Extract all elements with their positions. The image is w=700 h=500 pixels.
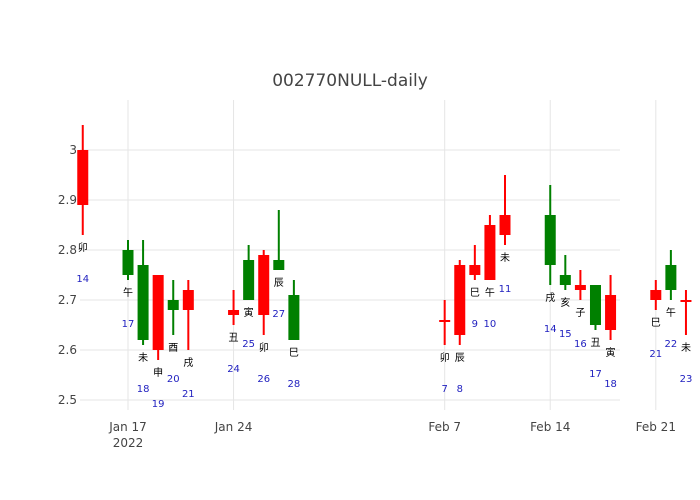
candle-body — [454, 265, 466, 335]
candle-body — [258, 255, 270, 315]
candle-day-label: 23 — [680, 374, 693, 385]
candle-zodiac-label: 巳 — [470, 287, 480, 299]
candle-body — [182, 290, 194, 310]
candle-day-label: 17 — [122, 319, 135, 330]
candle-day-label: 26 — [257, 374, 270, 385]
x-tick-label: Jan 17 — [108, 420, 147, 434]
candle-day-label: 18 — [137, 384, 150, 395]
candle-zodiac-label: 午 — [123, 286, 133, 299]
candle-zodiac-label: 午 — [485, 286, 495, 299]
y-tick-label: 2.6 — [58, 343, 77, 357]
candle-day-label: 27 — [272, 309, 285, 320]
candle-day-label: 16 — [574, 339, 587, 350]
candle-body — [544, 215, 556, 265]
candle-day-label: 7 — [441, 384, 447, 395]
candle-zodiac-label: 卯 — [78, 242, 88, 254]
y-tick-label: 2.9 — [58, 193, 77, 207]
candle-day-label: 11 — [499, 284, 512, 295]
y-tick-label: 2.8 — [58, 243, 77, 257]
candle-body — [167, 300, 179, 310]
candle-body — [137, 265, 149, 340]
candle-body — [273, 260, 285, 270]
candle-day-label: 18 — [604, 379, 617, 390]
candle-day-label: 24 — [227, 364, 240, 375]
candle-body — [77, 150, 89, 205]
candle-day-label: 10 — [484, 319, 497, 330]
candle-body — [589, 285, 601, 325]
x-tick-label: Feb 21 — [636, 420, 676, 434]
x-tick-label: Feb 7 — [428, 420, 461, 434]
candle-layer — [77, 125, 692, 360]
candle-day-label: 21 — [182, 389, 195, 400]
candle-body — [499, 215, 511, 235]
candle-zodiac-label: 寅 — [244, 306, 254, 319]
candle-zodiac-label: 未 — [681, 342, 691, 354]
candle-body — [122, 250, 134, 275]
candle-zodiac-label: 卯 — [440, 352, 450, 364]
candle-day-label: 20 — [167, 374, 180, 385]
grid-layer — [80, 100, 657, 410]
candle-day-label: 19 — [152, 399, 165, 410]
candle-zodiac-label: 卯 — [259, 342, 269, 354]
candle-body — [680, 300, 692, 302]
candle-day-label: 8 — [457, 384, 463, 395]
candle-day-label: 14 — [76, 274, 89, 285]
x-tick-label: Jan 24 — [214, 420, 253, 434]
candle-zodiac-label: 申 — [153, 366, 163, 379]
candle-body — [605, 295, 617, 330]
candle-body — [484, 225, 496, 280]
candle-day-label: 21 — [649, 349, 662, 360]
candle-body — [574, 285, 586, 290]
candle-day-label: 15 — [559, 329, 572, 340]
candle-body — [152, 275, 164, 350]
candle-zodiac-label: 巳 — [289, 347, 299, 359]
candle-zodiac-label: 巳 — [651, 317, 661, 329]
candle-zodiac-label: 未 — [138, 352, 148, 364]
candle-zodiac-label: 子 — [575, 307, 585, 319]
candle-zodiac-label: 丑 — [590, 338, 600, 349]
candle-zodiac-label: 丑 — [229, 333, 239, 344]
candle-zodiac-label: 戌 — [545, 291, 555, 304]
candle-day-label: 14 — [544, 324, 557, 335]
candle-zodiac-label: 寅 — [606, 346, 616, 359]
y-tick-label: 3 — [69, 143, 77, 157]
candle-zodiac-label: 辰 — [455, 352, 465, 364]
candle-body — [650, 290, 662, 300]
chart-title: 002770NULL-daily — [272, 71, 428, 91]
candle-body — [228, 310, 240, 315]
candle-zodiac-label: 辰 — [274, 277, 284, 289]
candle-body — [665, 265, 677, 290]
y-tick-label: 2.7 — [58, 293, 77, 307]
candle-zodiac-label: 酉 — [168, 343, 178, 354]
candle-day-label: 22 — [665, 339, 678, 350]
candle-day-label: 9 — [472, 319, 478, 330]
candle-body — [559, 275, 571, 285]
candle-zodiac-label: 亥 — [560, 296, 570, 309]
candle-body — [439, 320, 451, 322]
candle-body — [288, 295, 300, 340]
candle-zodiac-label: 午 — [666, 306, 676, 319]
candle-day-label: 17 — [589, 369, 602, 380]
candle-day-label: 25 — [242, 339, 255, 350]
candle-zodiac-label: 戌 — [183, 356, 193, 369]
y-tick-label: 2.5 — [58, 393, 77, 407]
candle-body — [469, 265, 481, 275]
candle-day-label: 28 — [288, 379, 301, 390]
x-tick-label: Feb 14 — [530, 420, 570, 434]
candle-zodiac-label: 未 — [500, 252, 510, 264]
x-tick-sublabel: 2022 — [113, 436, 144, 450]
candle-body — [243, 260, 255, 300]
